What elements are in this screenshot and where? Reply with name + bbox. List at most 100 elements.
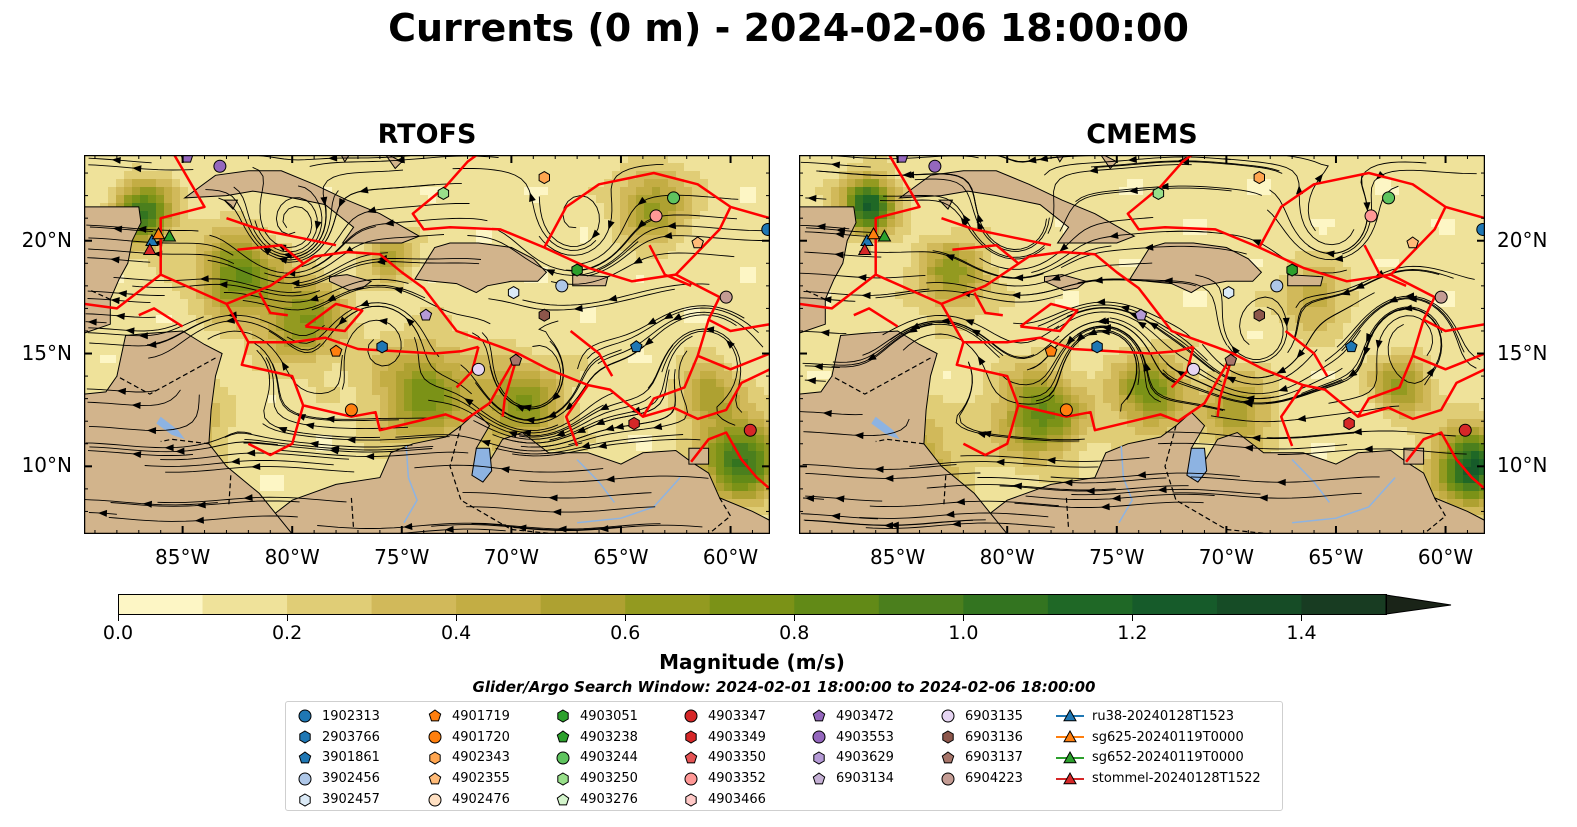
landmass xyxy=(183,170,421,244)
colorbar-bin xyxy=(456,595,542,614)
legend-item: 4903472 xyxy=(810,706,894,727)
streamline-arrow xyxy=(1076,332,1086,342)
marker-4903349 xyxy=(1343,416,1355,431)
streamline-arrow xyxy=(1282,317,1290,327)
legend-item: 4903350 xyxy=(682,748,766,769)
country-border xyxy=(1423,497,1447,534)
eez-boundary xyxy=(564,384,590,447)
legend-marker-icon xyxy=(812,709,826,722)
colorbar-tick-label: 0.8 xyxy=(779,622,810,644)
legend-marker-icon xyxy=(812,730,826,744)
legend-marker xyxy=(685,793,697,807)
country-border xyxy=(350,497,355,530)
y-tick-label: 15°N xyxy=(1497,340,1548,365)
streamline-arrow xyxy=(529,192,536,203)
country-border xyxy=(1164,425,1271,534)
streamline-arrow xyxy=(115,312,125,320)
streamline-arrow xyxy=(1099,317,1110,325)
streamline-arrow xyxy=(403,523,413,531)
marker-6903136 xyxy=(538,308,550,322)
marker-4901719 xyxy=(329,344,343,357)
legend-label: stommel-20240128T1522 xyxy=(1092,771,1261,787)
streamline-arrow xyxy=(576,426,586,434)
streamline-arrow xyxy=(834,251,844,259)
streamline-arrow xyxy=(1136,471,1147,479)
landmass xyxy=(799,330,1008,534)
streamline-arrow xyxy=(964,319,975,326)
eez-boundary xyxy=(1389,206,1447,276)
marker-3902457 xyxy=(507,286,520,300)
y-tick-label: 10°N xyxy=(1497,453,1548,478)
legend-column: 4903347 4903349 4903350 4903352 4903466 xyxy=(682,706,766,810)
legend-marker xyxy=(941,709,955,723)
panel-title-cmems: CMEMS xyxy=(1086,119,1198,150)
streamline-arrow xyxy=(1096,298,1106,306)
colorbar-tick-mark xyxy=(1301,615,1303,621)
legend-marker xyxy=(1063,730,1077,743)
marker-4901719 xyxy=(1044,344,1058,357)
eez-boundary xyxy=(569,330,614,377)
x-tick-label: 60°W xyxy=(702,545,759,569)
streamline-arrow xyxy=(1375,339,1383,350)
landmass xyxy=(572,274,609,287)
streamline-arrow xyxy=(164,444,174,452)
map-panel-rtofs[interactable] xyxy=(84,155,770,534)
legend-label: 6903134 xyxy=(836,771,894,787)
streamline-arrow xyxy=(132,165,142,173)
map-frame xyxy=(84,155,770,534)
colorbar-tick-label: 0.4 xyxy=(441,622,472,644)
marker-6904223 xyxy=(719,290,733,304)
streamline-arrow xyxy=(262,246,272,256)
legend-item: stommel-20240128T1522 xyxy=(1056,768,1261,789)
country-border xyxy=(943,475,947,507)
marker-4903352 xyxy=(1364,209,1378,223)
streamline-arrow xyxy=(1157,486,1167,494)
legend-marker xyxy=(428,772,442,785)
legend-item: 6903137 xyxy=(939,748,1023,769)
colorbar-tick-label: 1.4 xyxy=(1286,622,1317,644)
colorbar-bin xyxy=(118,595,204,614)
eez-boundary xyxy=(84,273,162,310)
streamline-arrow xyxy=(1014,274,1024,282)
colorbar-frame xyxy=(118,594,1387,615)
streamline-arrow xyxy=(551,391,561,401)
streamline-arrow xyxy=(1144,243,1154,251)
y-tick-label: 15°N xyxy=(21,340,72,365)
streamline-arrow xyxy=(854,432,864,440)
marker-4903553 xyxy=(213,159,227,173)
streamline-arrow xyxy=(545,269,556,277)
landmass xyxy=(1287,274,1324,287)
legend-item: 1902313 xyxy=(296,706,380,727)
streamline-arrow xyxy=(480,439,491,447)
country-border xyxy=(90,289,111,300)
legend-marker xyxy=(941,772,955,786)
colorbar-bin xyxy=(371,595,457,614)
eez-boundary xyxy=(799,273,877,310)
streamline-arrow xyxy=(525,416,535,424)
streamline-arrow xyxy=(807,194,817,202)
streamline-arrow xyxy=(1251,434,1261,442)
country-border xyxy=(449,425,556,534)
streamline-arrow xyxy=(384,219,394,227)
legend-marker xyxy=(812,772,826,785)
marker-4903347 xyxy=(743,423,757,437)
legend-marker-icon xyxy=(556,792,570,805)
legend-marker xyxy=(428,730,442,744)
streamline-arrow xyxy=(138,332,148,340)
streamline-arrow xyxy=(607,220,615,230)
streamline-arrow xyxy=(666,222,677,230)
legend-label: 2903766 xyxy=(322,729,380,745)
streamline-arrow xyxy=(309,440,319,448)
streamline-arrow xyxy=(672,313,683,321)
eez-boundaries xyxy=(84,155,770,490)
marker-ru38-20240128T1523 xyxy=(145,233,159,247)
legend-column: 4903472 4903553 4903629 6903134 xyxy=(810,706,894,789)
colorbar-tick-label: 0.0 xyxy=(102,622,134,644)
streamline-arrow xyxy=(591,229,601,239)
eez-boundary xyxy=(501,353,520,417)
legend-marker-icon xyxy=(1056,709,1084,722)
marker-4902355 xyxy=(691,236,704,249)
legend-marker xyxy=(1063,771,1077,785)
marker-3901861 xyxy=(630,340,643,353)
map-panel-cmems[interactable] xyxy=(799,155,1485,534)
